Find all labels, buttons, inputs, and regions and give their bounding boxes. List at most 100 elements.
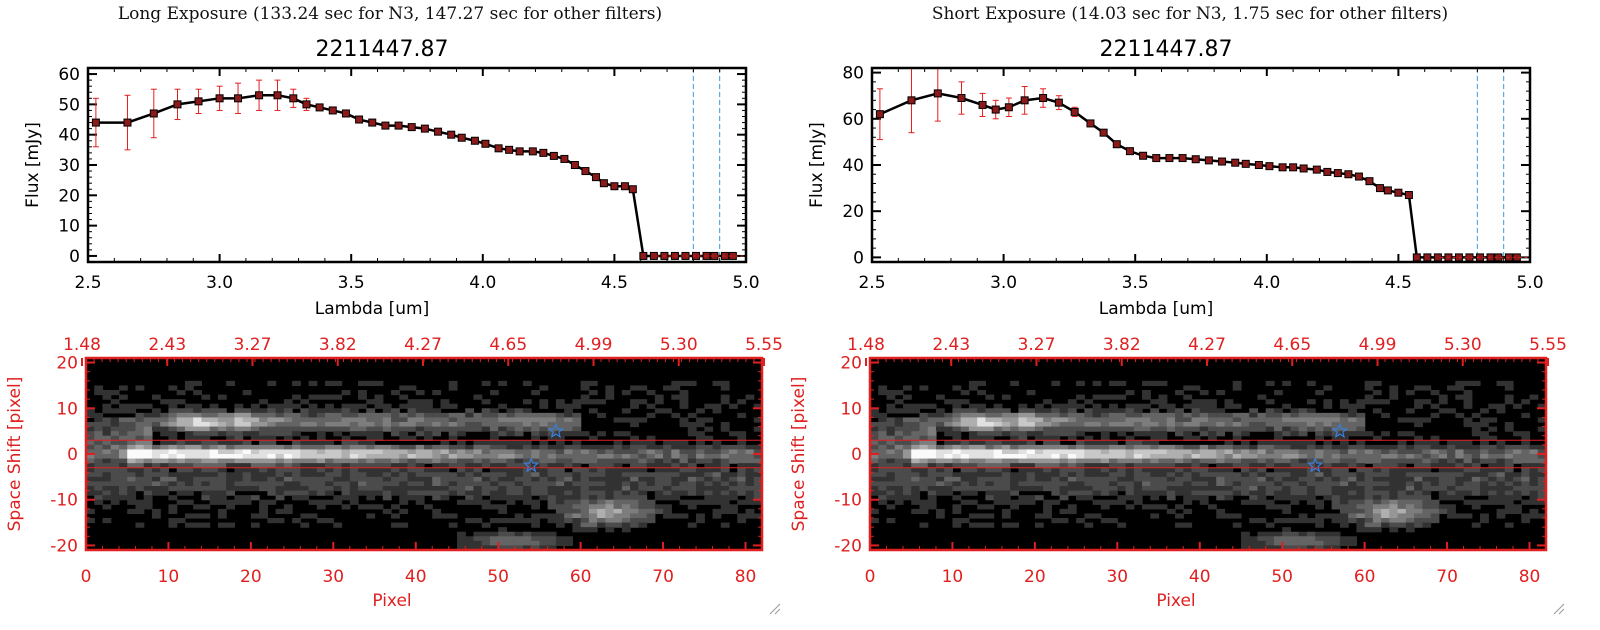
image-pixel bbox=[1117, 408, 1127, 414]
image-pixel bbox=[1265, 426, 1275, 432]
image-pixel bbox=[176, 408, 186, 414]
image-pixel bbox=[316, 490, 326, 496]
image-pixel bbox=[1480, 449, 1489, 455]
image-pixel bbox=[259, 481, 268, 487]
data-point bbox=[639, 251, 648, 260]
image-pixel bbox=[1158, 394, 1168, 400]
image-pixel bbox=[176, 499, 186, 505]
image-pixel bbox=[1389, 513, 1399, 519]
image-pixel bbox=[168, 422, 178, 428]
image-pixel bbox=[176, 399, 186, 405]
image-pixel bbox=[110, 472, 120, 478]
image-pixel bbox=[1381, 412, 1390, 419]
image-pixel bbox=[1150, 417, 1160, 423]
image-pixel bbox=[1339, 472, 1349, 478]
image-pixel bbox=[465, 426, 475, 432]
image-pixel bbox=[316, 394, 326, 400]
image-pixel bbox=[555, 540, 565, 547]
image-pixel bbox=[341, 476, 351, 483]
image-pixel bbox=[1397, 486, 1407, 492]
image-pixel bbox=[489, 495, 499, 501]
image-pixel bbox=[1405, 486, 1415, 492]
image-pixel bbox=[564, 458, 573, 464]
image-pixel bbox=[580, 444, 590, 451]
image-pixel bbox=[1496, 408, 1506, 414]
image-pixel bbox=[1480, 422, 1489, 428]
image-pixel bbox=[522, 472, 532, 478]
image-pixel bbox=[886, 486, 896, 492]
image-pixel bbox=[1397, 440, 1407, 446]
image-pixel bbox=[1364, 499, 1374, 505]
image-pixel bbox=[143, 435, 153, 441]
image-pixel bbox=[456, 463, 466, 469]
image-pixel bbox=[316, 444, 326, 451]
image-pixel bbox=[399, 495, 409, 501]
image-pixel bbox=[729, 476, 738, 483]
image-pixel bbox=[1109, 472, 1118, 478]
image-pixel bbox=[870, 508, 879, 515]
image-pixel bbox=[985, 408, 995, 414]
image-pixel bbox=[176, 440, 186, 446]
image-pixel bbox=[1100, 426, 1110, 432]
image-pixel bbox=[325, 408, 334, 414]
image-pixel bbox=[572, 522, 582, 528]
image-pixel bbox=[1290, 426, 1300, 432]
image-pixel bbox=[1191, 463, 1201, 469]
image-pixel bbox=[498, 403, 508, 409]
image-pixel bbox=[1265, 522, 1275, 528]
data-point bbox=[539, 148, 548, 157]
image-pixel bbox=[1471, 454, 1481, 460]
image-pixel bbox=[514, 495, 524, 501]
image-pixel bbox=[1001, 522, 1011, 528]
image-pixel bbox=[572, 481, 582, 487]
image-pixel bbox=[696, 499, 705, 505]
image-pixel bbox=[1471, 431, 1481, 437]
image-pixel bbox=[522, 440, 532, 446]
image-pixel bbox=[465, 458, 475, 464]
image-pixel bbox=[1076, 380, 1085, 387]
image-pixel bbox=[415, 481, 425, 487]
image-pixel bbox=[654, 449, 664, 455]
image-pixel bbox=[1018, 495, 1028, 501]
image-pixel bbox=[1133, 412, 1143, 419]
image-pixel bbox=[259, 417, 268, 423]
image-pixel bbox=[564, 504, 573, 510]
image-pixel bbox=[870, 490, 879, 496]
image-pixel bbox=[1480, 458, 1489, 464]
image-pixel bbox=[473, 412, 483, 419]
image-pixel bbox=[143, 476, 153, 483]
image-pixel bbox=[1133, 495, 1143, 501]
image-pixel bbox=[333, 458, 343, 464]
image-pixel bbox=[522, 458, 532, 464]
image-pixel bbox=[1109, 499, 1118, 505]
image-pixel bbox=[118, 476, 128, 483]
image-pixel bbox=[1414, 422, 1423, 428]
image-pixel bbox=[1216, 467, 1226, 473]
data-point bbox=[505, 145, 514, 154]
image-pixel bbox=[465, 467, 475, 473]
image-pixel bbox=[539, 431, 549, 437]
image-pixel bbox=[878, 412, 888, 419]
image-pixel bbox=[1537, 495, 1547, 501]
image-pixel bbox=[151, 422, 161, 428]
image-pixel bbox=[1208, 444, 1217, 451]
image-pixel bbox=[201, 408, 211, 414]
image-pixel bbox=[1290, 422, 1300, 428]
image-pixel bbox=[555, 499, 565, 505]
image-pixel bbox=[399, 499, 409, 505]
image-pixel bbox=[1339, 518, 1349, 524]
image-pixel bbox=[630, 399, 639, 405]
image-pixel bbox=[473, 481, 483, 487]
image-top-tick-label: 5.55 bbox=[745, 335, 783, 355]
image-pixel bbox=[1059, 426, 1069, 432]
image-pixel bbox=[572, 458, 582, 464]
star-marker bbox=[1331, 422, 1349, 439]
image-pixel bbox=[1224, 463, 1234, 469]
image-pixel bbox=[234, 467, 244, 473]
image-pixel bbox=[184, 412, 194, 419]
image-pixel bbox=[234, 412, 244, 419]
image-pixel bbox=[1067, 508, 1077, 515]
image-pixel bbox=[1331, 513, 1341, 519]
image-pixel bbox=[160, 444, 170, 451]
image-pixel bbox=[1240, 449, 1250, 455]
